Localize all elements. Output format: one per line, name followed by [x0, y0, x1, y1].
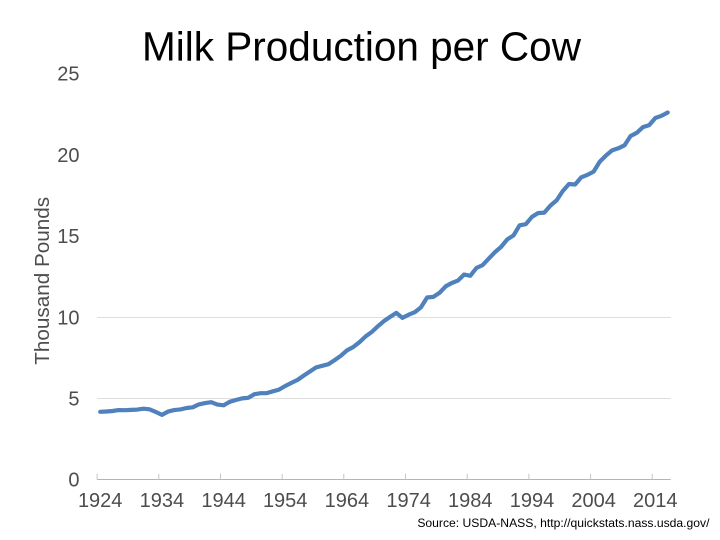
svg-text:1984: 1984 [448, 490, 493, 512]
svg-text:1954: 1954 [263, 490, 308, 512]
svg-text:1994: 1994 [510, 490, 555, 512]
svg-text:15: 15 [57, 226, 79, 248]
svg-text:1944: 1944 [201, 490, 246, 512]
svg-text:20: 20 [57, 145, 79, 167]
svg-text:1974: 1974 [386, 490, 431, 512]
svg-text:Source: USDA-NASS, http://quic: Source: USDA-NASS, http://quickstats.nas… [417, 516, 710, 530]
svg-text:Thousand Pounds: Thousand Pounds [31, 197, 54, 365]
svg-text:1964: 1964 [325, 490, 370, 512]
svg-text:1934: 1934 [140, 490, 185, 512]
svg-text:Milk Production per Cow: Milk Production per Cow [142, 23, 582, 69]
svg-text:1924: 1924 [78, 490, 123, 512]
svg-text:2004: 2004 [571, 490, 616, 512]
svg-text:10: 10 [57, 307, 79, 329]
svg-text:5: 5 [68, 388, 79, 410]
svg-text:0: 0 [68, 470, 79, 492]
svg-text:2014: 2014 [633, 490, 678, 512]
svg-text:25: 25 [57, 64, 79, 86]
